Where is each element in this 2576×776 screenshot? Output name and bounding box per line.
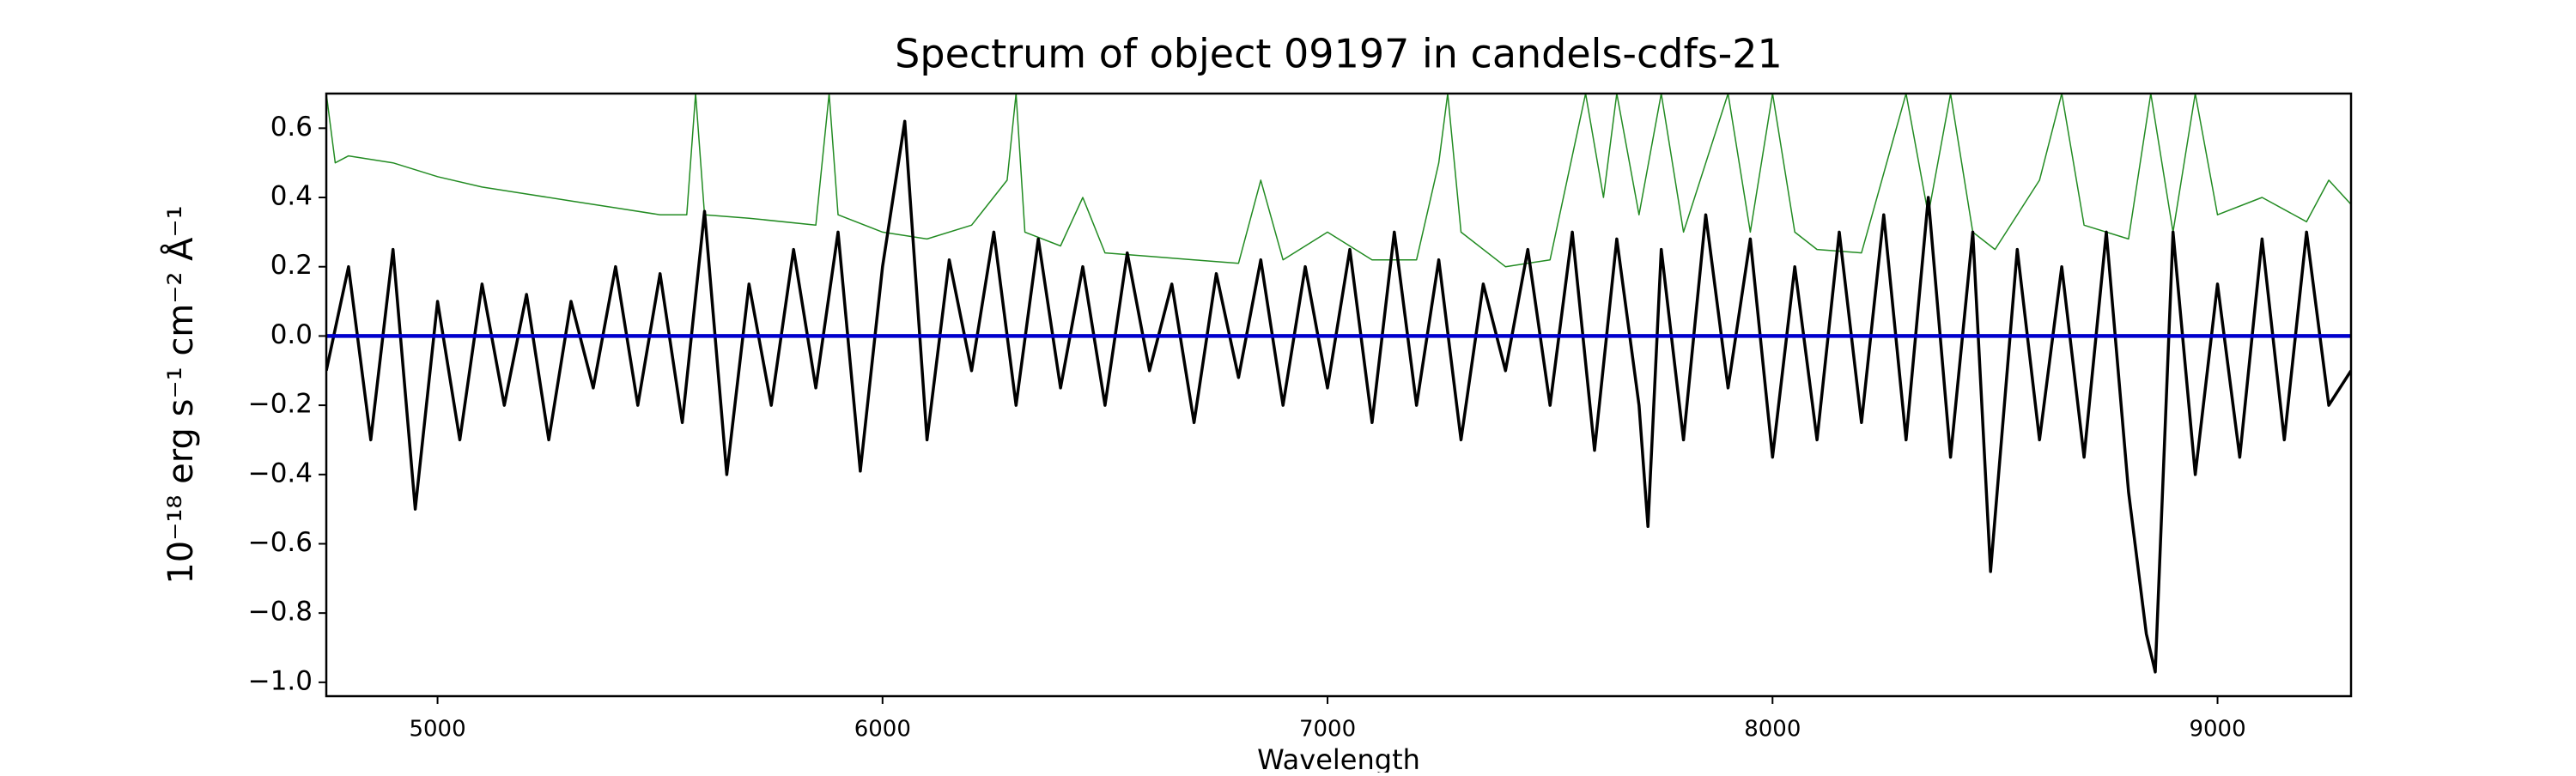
x-axis-label: Wavelength xyxy=(1257,743,1420,773)
y-axis-label: 10⁻¹⁸ erg s⁻¹ cm⁻² Å⁻¹ xyxy=(160,205,201,584)
x-tick-label: 9000 xyxy=(2189,717,2245,743)
y-tick-label: −1.0 xyxy=(248,665,313,696)
spectrum-line xyxy=(326,119,2351,674)
y-tick-label: 0.6 xyxy=(270,112,313,142)
x-tick-label: 7000 xyxy=(1299,717,1356,743)
y-tick-label: −0.4 xyxy=(248,458,313,488)
x-tick-label: 5000 xyxy=(409,717,465,743)
plot-area xyxy=(326,94,2351,674)
x-tick-label: 8000 xyxy=(1744,717,1801,743)
y-tick-label: 0.0 xyxy=(270,319,313,350)
y-tick-label: −0.2 xyxy=(248,389,313,420)
spectrum-line xyxy=(326,94,2351,268)
y-tick-label: −0.8 xyxy=(248,597,313,627)
x-tick-label: 6000 xyxy=(854,717,911,743)
axes-frame xyxy=(325,92,2353,698)
y-tick-label: 0.2 xyxy=(270,250,313,281)
y-tick-label: −0.6 xyxy=(248,527,313,558)
y-tick-label: 0.4 xyxy=(270,181,313,212)
chart-title: Spectrum of object 09197 in candels-cdfs… xyxy=(895,31,1783,77)
